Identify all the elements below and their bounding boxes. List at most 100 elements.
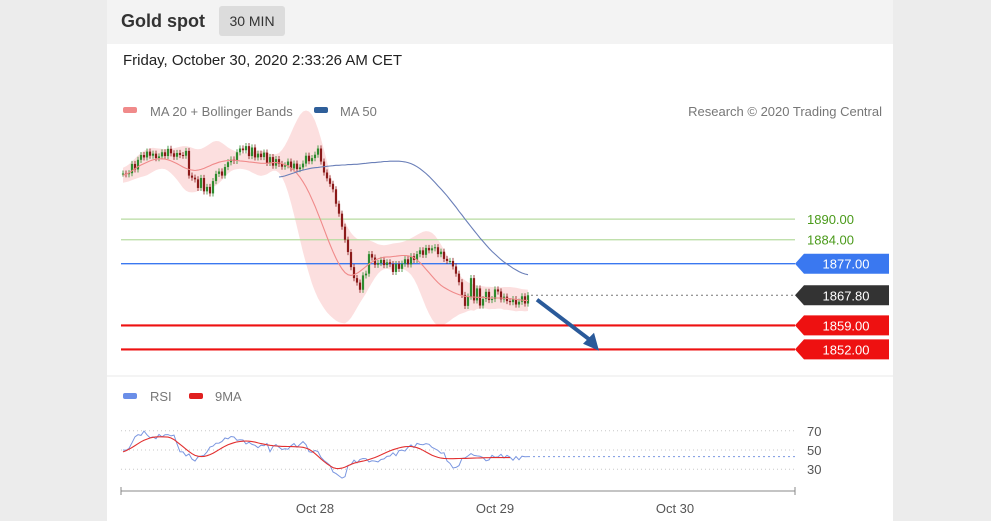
candle-body [514, 299, 518, 305]
candle-body [121, 173, 125, 175]
candle-body [517, 301, 521, 305]
candle-body [385, 262, 389, 266]
level-label-1890.00: 1890.00 [807, 212, 854, 227]
candle-body [154, 153, 158, 159]
candle-body [415, 254, 419, 260]
candle-body [226, 162, 230, 168]
x-tick-label: Oct 28 [296, 501, 334, 516]
candle-body [343, 226, 347, 240]
candle-body [151, 153, 155, 156]
candle-body [457, 273, 461, 283]
rsi-tick-30: 30 [807, 462, 821, 477]
candle-body [370, 254, 374, 258]
ma50-line [278, 160, 529, 276]
candle-body [259, 153, 263, 158]
candle-body [172, 153, 176, 157]
candle-body [409, 256, 413, 265]
candle-body [373, 257, 377, 265]
candle-body [184, 150, 188, 156]
legend-swatch-rsi [123, 393, 137, 399]
candle-body [307, 155, 311, 162]
candle-body [169, 148, 173, 154]
candle-body [526, 295, 530, 304]
chart-card: Gold spot 30 MIN Friday, October 30, 202… [107, 0, 893, 521]
candle-body [214, 173, 218, 182]
candle-body [331, 183, 335, 190]
candle-body [430, 248, 434, 251]
candle-body [406, 259, 410, 265]
candle-body [310, 158, 314, 162]
candle-body [181, 155, 185, 157]
candle-body [238, 148, 242, 153]
level-tag-text-1859.00: 1859.00 [823, 318, 870, 333]
main-plot: 1890.00 1884.00 1877.00 1867.80 1859.00 1852.… [121, 110, 889, 360]
candle-body [229, 159, 233, 163]
candle-body [265, 152, 269, 163]
candle-body [421, 250, 425, 255]
candle-body [295, 163, 299, 170]
candle-body [166, 148, 170, 157]
candle-body [340, 213, 344, 227]
candle-body [328, 178, 332, 184]
candle-body [289, 161, 293, 169]
level-label-1884.00: 1884.00 [807, 233, 854, 248]
candle-body [469, 278, 473, 297]
level-tag-1877.00 [795, 253, 889, 274]
candle-body [268, 157, 272, 163]
asset-title: Gold spot [121, 11, 205, 31]
candle-body [433, 247, 437, 249]
candle-body [190, 175, 194, 178]
candle-body [286, 161, 290, 166]
legend-label-rsi: RSI [150, 389, 172, 404]
candle-body [475, 288, 479, 301]
candle-body [436, 247, 440, 255]
candle-body [160, 152, 164, 157]
candle-body [445, 258, 449, 261]
legend-swatch-ma20 [123, 107, 137, 113]
timeframe-button[interactable]: 30 MIN [219, 6, 285, 36]
candle-body [460, 282, 464, 295]
candle-body [493, 289, 497, 300]
candle-body [139, 155, 143, 160]
candle-body [418, 250, 422, 255]
chart-timestamp: Friday, October 30, 2020 2:33:26 AM CET [123, 52, 403, 69]
candle-body [280, 163, 284, 167]
candle-body [136, 159, 140, 170]
candle-body [454, 266, 458, 274]
candle-body [403, 259, 407, 264]
candle-body [511, 299, 515, 303]
bollinger-band-area [123, 110, 528, 327]
level-tag-text-1852.00: 1852.00 [823, 342, 870, 357]
candle-body [388, 262, 392, 265]
rsi-tick-50: 50 [807, 443, 821, 458]
candle-body [241, 148, 245, 151]
candle-body [319, 148, 323, 162]
legend-label-9ma: 9MA [215, 389, 242, 404]
candle-body [304, 155, 308, 164]
candle-body [364, 273, 368, 276]
candle-body [256, 153, 260, 158]
candle-body [481, 299, 485, 306]
legend-swatch-9ma [189, 393, 203, 399]
level-tag-1859.00 [795, 315, 889, 336]
candle-body [142, 155, 146, 158]
candle-body [451, 260, 455, 267]
candle-body [133, 163, 137, 170]
candle-body [424, 247, 428, 255]
candle-body [496, 289, 500, 292]
candle-body [355, 278, 359, 283]
level-tag-1867.80 [795, 285, 889, 306]
candle-body [463, 294, 467, 306]
candle-body [175, 152, 179, 157]
candle-body [235, 152, 239, 161]
candle-body [223, 167, 227, 176]
candle-body [127, 173, 131, 175]
level-tag-1852.00 [795, 339, 889, 360]
candle-body [292, 163, 296, 169]
candle-body [298, 167, 302, 170]
candle-body [379, 259, 383, 264]
level-tag-text-1877.00: 1877.00 [823, 257, 870, 272]
rsi-tick-70: 70 [807, 424, 821, 439]
candle-body [163, 152, 167, 157]
candle-body [253, 147, 257, 158]
